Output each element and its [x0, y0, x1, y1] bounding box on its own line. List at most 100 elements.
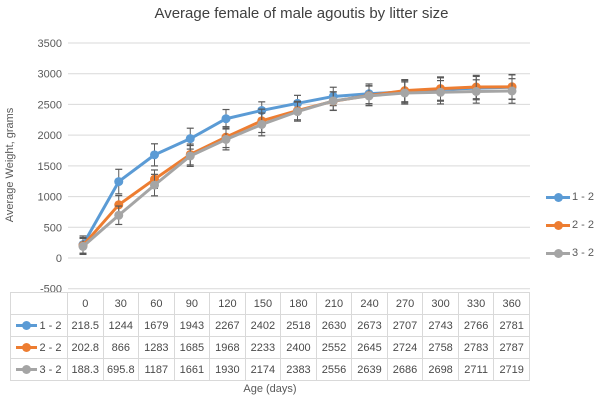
table-value-cell: 866	[102, 336, 140, 359]
table-header-cell: 90	[173, 292, 211, 315]
table-value-cell: 2711	[457, 358, 495, 381]
series-marker-3 - 2	[293, 107, 302, 117]
series-key-icon	[16, 365, 38, 374]
table-value-cell: 1187	[138, 358, 175, 381]
table-value-cell: 2400	[280, 336, 317, 359]
table-value-cell: 1661	[173, 358, 211, 381]
table-value-cell: 2698	[422, 358, 459, 381]
legend: 1 - 2 2 - 2 3 - 2	[546, 188, 594, 272]
table-value-cell: 2630	[315, 314, 353, 337]
table-value-cell: 2267	[209, 314, 246, 337]
table-header-cell: 270	[386, 292, 424, 315]
y-tick-label: 2000	[38, 130, 62, 142]
table-header-cell: 60	[138, 292, 175, 315]
table-value-cell: 1244	[102, 314, 140, 337]
table-value-cell: 1930	[209, 358, 246, 381]
series-label-cell: 3 - 2	[10, 358, 68, 381]
legend-item-2-2[interactable]: 2 - 2	[546, 216, 594, 234]
table-header-cell: 210	[315, 292, 353, 315]
table-value-cell: 2639	[351, 358, 388, 381]
legend-label: 1 - 2	[572, 191, 595, 203]
y-tick-label: 3000	[38, 69, 62, 81]
series-marker-3 - 2	[436, 87, 445, 97]
table-value-cell: 2758	[422, 336, 459, 359]
table-value-cell: 2383	[280, 358, 317, 381]
data-table-wrap: 0 30 60 90 120 150 180 210 240 270 300 330 360 1 - 2 2…	[10, 292, 530, 381]
series-marker-3 - 2	[150, 180, 159, 190]
table-value-cell: 2686	[386, 358, 424, 381]
table-header-cell: 330	[457, 292, 495, 315]
table-row-3-2: 3 - 2 188.3 695.8 1187 1661 1930 2174 2383 2556 2…	[10, 358, 530, 381]
series-label-cell: 2 - 2	[10, 336, 68, 359]
table-value-cell: 188.3	[67, 358, 104, 381]
table-header-cell: 0	[67, 292, 104, 315]
table-value-cell: 1943	[173, 314, 211, 337]
table-header-cell: 180	[280, 292, 317, 315]
series-marker-3 - 2	[114, 210, 124, 220]
series-marker-1 - 2	[185, 134, 195, 144]
table-row-1-2: 1 - 2 218.5 1244 1679 1943 2267 2402 2518 2630 26…	[10, 314, 530, 337]
table-value-cell: 202.8	[67, 336, 104, 359]
table-value-cell: 2556	[315, 358, 353, 381]
legend-item-1-2[interactable]: 1 - 2	[546, 188, 594, 206]
table-row-2-2: 2 - 2 202.8 866 1283 1685 1968 2233 2400 2552 264…	[10, 336, 530, 359]
table-value-cell: 1283	[138, 336, 175, 359]
table-value-cell: 2766	[457, 314, 495, 337]
legend-label: 3 - 2	[572, 247, 595, 259]
table-value-cell: 2402	[244, 314, 282, 337]
table-header-cell: 360	[493, 292, 530, 315]
series-marker-1 - 2	[221, 114, 231, 124]
series-marker-3 - 2	[364, 91, 374, 101]
series-marker-3 - 2	[257, 119, 267, 129]
series-name: 3 - 2	[39, 363, 62, 376]
series-key-icon	[16, 343, 38, 352]
y-tick-label: 3500	[38, 38, 62, 50]
table-value-cell: 1685	[173, 336, 211, 359]
y-tick-label: 1500	[38, 161, 62, 173]
table-value-cell: 2518	[280, 314, 317, 337]
series-label-cell: 1 - 2	[10, 314, 68, 337]
series-marker-3 - 2	[471, 86, 481, 96]
table-value-cell: 2233	[244, 336, 282, 359]
table-value-cell: 218.5	[67, 314, 104, 337]
legend-item-3-2[interactable]: 3 - 2	[546, 244, 594, 262]
table-header-cell: 30	[102, 292, 140, 315]
table-value-cell: 2781	[493, 314, 530, 337]
table-header-cell: 300	[422, 292, 459, 315]
series-marker-3 - 2	[221, 134, 231, 144]
series-marker-3 - 2	[400, 88, 410, 98]
table-value-cell: 2707	[386, 314, 424, 337]
table-corner-cell	[10, 292, 68, 315]
x-axis-title: Age (days)	[243, 383, 297, 395]
series-marker-1 - 2	[114, 177, 124, 187]
data-table: 0 30 60 90 120 150 180 210 240 270 300 330 360 1 - 2 2…	[10, 292, 530, 381]
table-value-cell: 1679	[138, 314, 175, 337]
series-marker-2 - 2	[114, 200, 124, 210]
series-marker-3 - 2	[185, 151, 195, 161]
table-header-cell: 150	[244, 292, 282, 315]
table-value-cell: 2724	[386, 336, 424, 359]
y-tick-label: 2500	[38, 99, 62, 111]
table-value-cell: 2719	[493, 358, 530, 381]
table-value-cell: 2783	[457, 336, 495, 359]
table-value-cell: 2743	[422, 314, 459, 337]
table-value-cell: 1968	[209, 336, 246, 359]
series-marker-3 - 2	[78, 241, 88, 251]
legend-key-icon	[546, 220, 570, 230]
table-header-cell: 240	[351, 292, 388, 315]
series-marker-3 - 2	[328, 96, 338, 106]
series-name: 2 - 2	[39, 341, 62, 354]
series-marker-3 - 2	[507, 86, 517, 96]
table-value-cell: 2174	[244, 358, 282, 381]
chart-title: Average female of male agoutis by litter…	[154, 5, 449, 22]
legend-label: 2 - 2	[572, 219, 595, 231]
table-value-cell: 695.8	[102, 358, 140, 381]
table-value-cell: 2673	[351, 314, 388, 337]
y-tick-label: 0	[56, 253, 62, 265]
legend-key-icon	[546, 248, 570, 258]
table-value-cell: 2787	[493, 336, 530, 359]
table-value-cell: 2552	[315, 336, 353, 359]
y-tick-label: 500	[44, 222, 62, 234]
